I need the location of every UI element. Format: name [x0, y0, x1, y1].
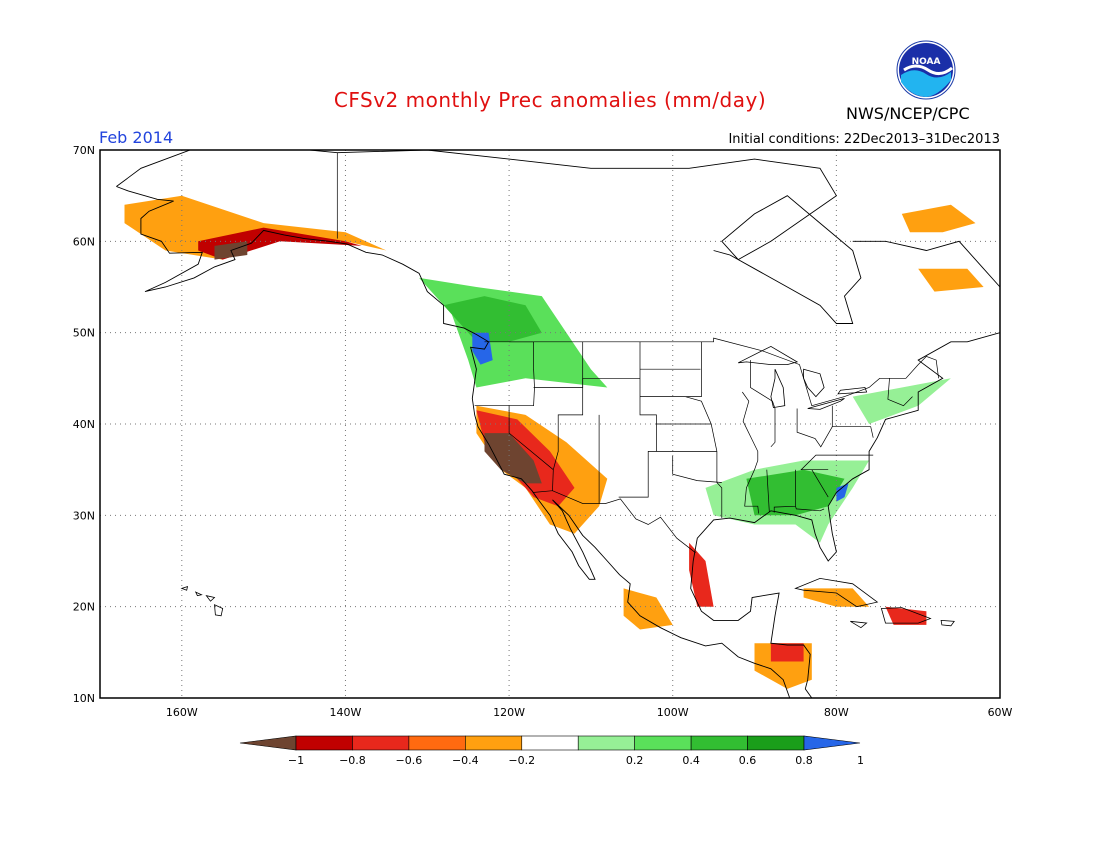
colorbar-label: −0.2 — [508, 754, 535, 767]
colorbar-box — [465, 735, 523, 751]
border-line — [773, 469, 796, 513]
colorbar-box — [634, 735, 692, 751]
great-lake — [837, 387, 868, 395]
great-lake — [770, 369, 786, 409]
caribbean-island — [850, 620, 868, 629]
noaa-logo-icon: NOAA — [896, 40, 956, 100]
border-line — [552, 341, 584, 491]
axis-labels: 70N 60N 50N 40N 30N 20N 10N 160W 140W 120W 100W 80W… — [73, 144, 1013, 719]
coastline — [116, 150, 862, 324]
lon-label: 60W — [988, 706, 1013, 719]
border-line — [770, 408, 776, 448]
anomaly-region-gulf-mexico-dry — [689, 542, 714, 607]
lat-label: 50N — [73, 327, 95, 340]
forecast-month: Feb 2014 — [99, 128, 174, 147]
anomaly-region-alaska-dry — [124, 195, 387, 260]
hawaii-island — [180, 586, 189, 591]
border-line — [766, 469, 770, 512]
anomaly-region-california-driest — [484, 433, 542, 484]
lon-label: 80W — [824, 706, 849, 719]
anomaly-region-mexico-dry — [623, 588, 673, 630]
colorbar-box — [521, 735, 579, 751]
logo-text: NOAA — [912, 57, 941, 67]
great-lake — [807, 398, 845, 410]
border-line — [796, 408, 833, 448]
hawaii-island — [194, 591, 203, 597]
border-line — [508, 405, 554, 470]
lat-label: 30N — [73, 509, 95, 522]
anomaly-region-quebec-dry — [918, 268, 984, 292]
coastline — [116, 186, 791, 698]
border-line — [533, 377, 640, 388]
border-line — [831, 405, 874, 438]
colorbar-label: 0.6 — [739, 754, 757, 767]
lon-label: 160W — [166, 706, 198, 719]
colorbar-box — [690, 735, 748, 751]
colorbar-label: −0.6 — [396, 754, 423, 767]
lat-label: 70N — [73, 144, 95, 157]
anomaly-region-northeast-wet — [852, 378, 951, 424]
caribbean-island — [940, 619, 955, 627]
coastlines — [116, 150, 1000, 698]
colorbar-label: 0.4 — [682, 754, 700, 767]
colorbar-box — [577, 735, 635, 751]
anomaly-region-labrador-dry — [901, 204, 976, 233]
border-line — [742, 391, 759, 514]
border-line — [672, 456, 722, 483]
colorbar-box — [295, 735, 353, 751]
political-borders — [336, 152, 939, 554]
hawaii-island — [205, 595, 216, 602]
lat-label: 10N — [73, 692, 95, 705]
lon-label: 100W — [657, 706, 689, 719]
border-line — [484, 337, 939, 407]
anomaly-region-carolina-very-wet — [836, 483, 849, 502]
colorbar-arrow-high — [803, 735, 861, 751]
map-title: CFSv2 monthly Prec anomalies (mm/day) — [333, 88, 767, 112]
border-line — [750, 360, 776, 409]
caribbean-island — [794, 577, 879, 608]
lon-label: 140W — [330, 706, 362, 719]
colorbar-label: −1 — [288, 754, 304, 767]
colorbar-label: 1 — [857, 754, 864, 767]
lat-label: 20N — [73, 601, 95, 614]
border-line — [811, 469, 829, 498]
border-line — [532, 490, 696, 554]
colorbar-box — [352, 735, 410, 751]
anomaly-region-hispaniola-dry — [885, 606, 927, 625]
lon-label: 120W — [493, 706, 525, 719]
colorbar-arrow-low — [239, 735, 297, 751]
lat-label: 40N — [73, 418, 95, 431]
colorbar-label: −0.8 — [339, 754, 366, 767]
border-line — [800, 454, 874, 471]
caribbean-island — [880, 607, 932, 624]
colorbar-box — [408, 735, 466, 751]
anomaly-region-caribbean-dry — [803, 588, 870, 607]
agency-label: NWS/NCEP/CPC — [846, 104, 970, 123]
hawaii-island — [214, 604, 224, 617]
coastline — [690, 240, 1000, 698]
colorbar-label: 0.8 — [795, 754, 813, 767]
colorbar-label: 0.2 — [626, 754, 644, 767]
colorbar-label: −0.4 — [452, 754, 479, 767]
anomaly-region-central-america-drier — [770, 643, 804, 662]
colorbar-box — [747, 735, 805, 751]
initial-conditions: Initial conditions: 22Dec2013–31Dec2013 — [728, 132, 1000, 147]
border-line — [795, 506, 825, 512]
anomaly-regions — [124, 195, 984, 689]
lat-label: 60N — [73, 235, 95, 248]
map-frame — [99, 149, 1001, 699]
border-line — [887, 378, 913, 407]
great-lake — [738, 345, 799, 366]
